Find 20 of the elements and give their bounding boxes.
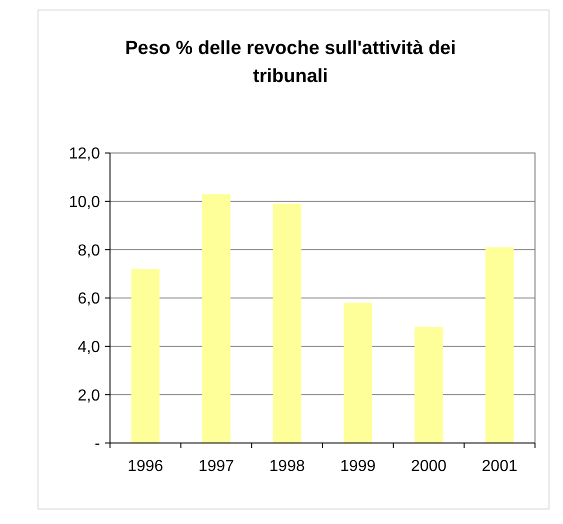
- bar: [272, 204, 302, 443]
- x-tick-label: 1997: [198, 458, 234, 475]
- bar: [202, 194, 230, 443]
- x-tick-label: 1999: [340, 458, 376, 475]
- bar: [131, 269, 160, 443]
- y-tick-label: 10,0: [68, 194, 100, 211]
- x-tick-label: 1998: [269, 458, 305, 475]
- bar: [485, 247, 514, 443]
- x-tick-label: 1996: [128, 458, 164, 475]
- bar: [344, 302, 372, 443]
- y-tick-label: 2,0: [78, 387, 100, 404]
- x-tick-label: 2001: [482, 458, 518, 475]
- y-tick-label: 8,0: [78, 242, 100, 260]
- y-tick-label: -: [94, 436, 100, 453]
- y-tick-label: 6,0: [78, 290, 100, 308]
- y-tick-label: 12,0: [68, 146, 100, 163]
- bar: [414, 327, 443, 443]
- x-tick-label: 2000: [410, 458, 447, 475]
- chart-title: Peso % delle revoche sull'attività dei tribunali: [125, 38, 456, 87]
- y-tick-label: 4,0: [78, 338, 100, 356]
